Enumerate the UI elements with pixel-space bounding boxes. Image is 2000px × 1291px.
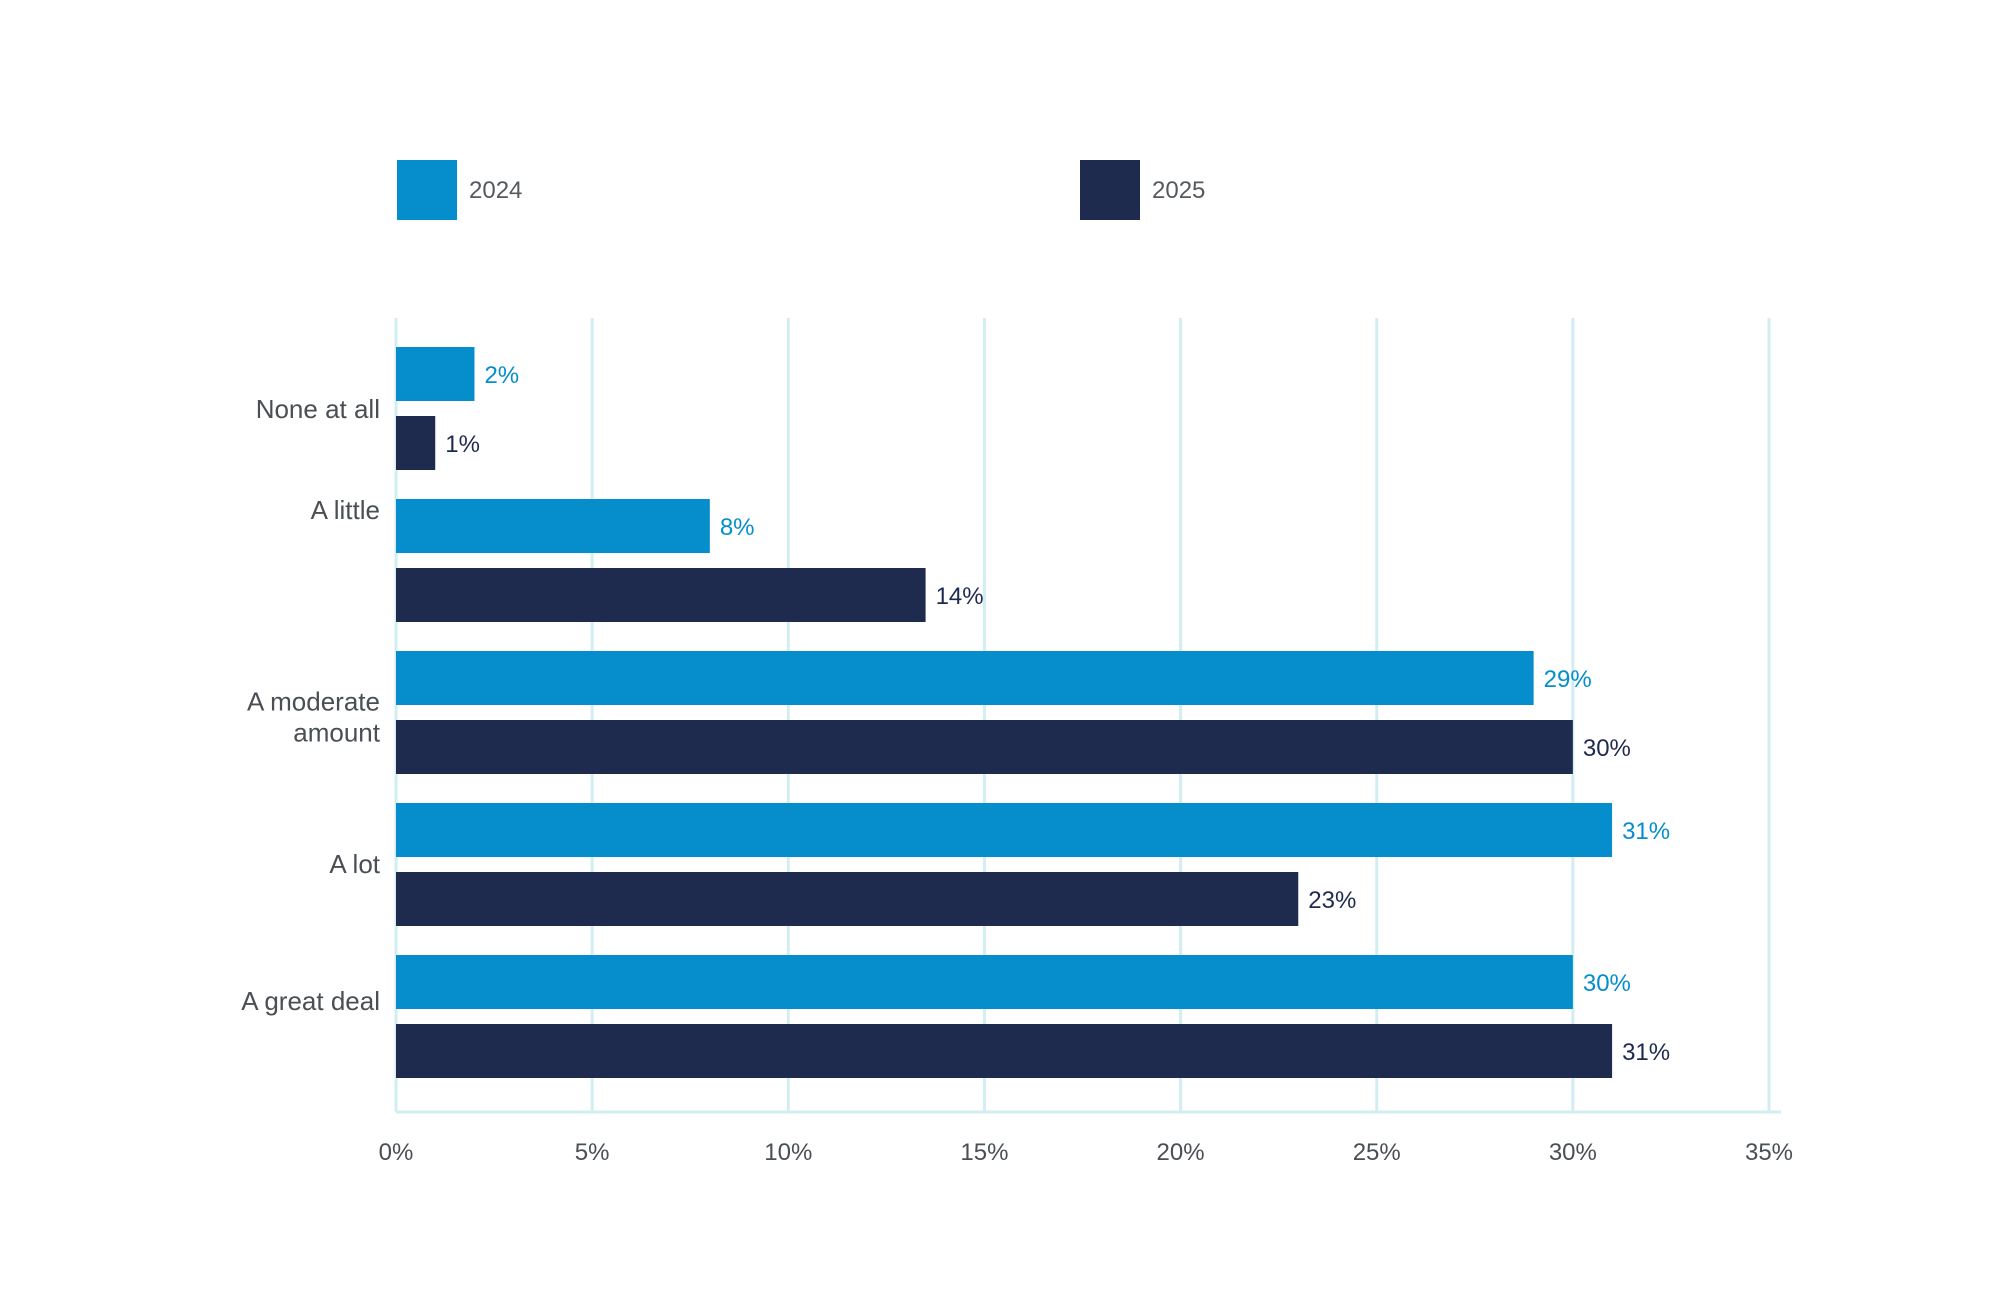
x-tick-label: 15% [960, 1139, 1008, 1166]
value-label: 14% [936, 583, 984, 610]
x-tick-label: 5% [575, 1139, 610, 1166]
x-tick-label: 0% [379, 1139, 414, 1166]
bar-2025-1 [396, 568, 926, 622]
x-tick-label: 30% [1549, 1139, 1597, 1166]
category-label: A moderate amount [247, 687, 381, 748]
x-axis: 0% 5% 10% 15% 20% 25% 30% 35% [379, 1110, 1793, 1166]
bar-2024-4 [396, 955, 1573, 1009]
category-label: A great deal [241, 986, 380, 1016]
bar-2025-0 [396, 416, 436, 470]
value-label: 30% [1583, 970, 1631, 997]
x-tick-label: 25% [1353, 1139, 1401, 1166]
category-labels: None at all A little A moderate amount A lot… [241, 394, 381, 1016]
bars [396, 347, 1613, 1078]
x-tick-label: 35% [1745, 1139, 1793, 1166]
category-label: A lot [329, 849, 380, 879]
value-label: 29% [1544, 666, 1592, 693]
bar-2024-2 [396, 651, 1534, 705]
bar-2025-3 [396, 872, 1299, 926]
category-label: None at all [256, 394, 380, 424]
value-label: 31% [1622, 1039, 1670, 1066]
value-label: 8% [720, 514, 755, 541]
legend: 2024 2025 [397, 160, 1205, 220]
legend-swatch [397, 160, 457, 220]
value-label: 2% [484, 362, 519, 389]
category-label: A little [311, 495, 380, 525]
legend-label: 2024 [469, 177, 522, 204]
bar-2024-0 [396, 347, 475, 401]
value-label: 31% [1622, 818, 1670, 845]
x-tick-label: 20% [1157, 1139, 1205, 1166]
legend-label: 2025 [1152, 177, 1205, 204]
bar-2024-1 [396, 499, 710, 553]
value-label: 30% [1583, 735, 1631, 762]
value-labels: 2% 1% 8% 14% 29% 30% 31% 23% 30% 31% [445, 362, 1670, 1066]
bar-2025-2 [396, 720, 1573, 774]
bar-2025-4 [396, 1024, 1613, 1078]
gridlines [394, 318, 1771, 1112]
legend-swatch [1080, 160, 1140, 220]
x-tick-label: 10% [764, 1139, 812, 1166]
value-label: 23% [1308, 887, 1356, 914]
value-label: 1% [445, 431, 480, 458]
bar-2024-3 [396, 803, 1613, 857]
